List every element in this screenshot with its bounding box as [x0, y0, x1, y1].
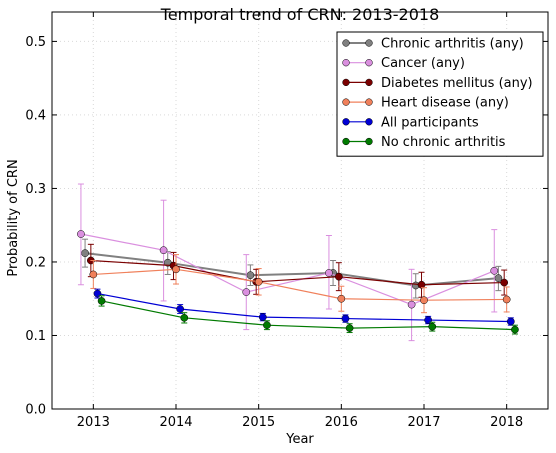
y-axis-label: Probability of CRN [6, 159, 21, 276]
data-point [335, 272, 343, 281]
data-point [502, 295, 511, 304]
data-point [500, 278, 509, 287]
series-line [93, 268, 507, 301]
legend-label: Chronic arthritis (any) [381, 37, 524, 52]
series-line [101, 300, 515, 331]
data-point [494, 274, 503, 282]
series-line [90, 259, 505, 286]
legend-marker [365, 98, 373, 106]
series-5 [97, 295, 519, 335]
series-line [80, 233, 495, 306]
legend-label: Diabetes mellitus (any) [381, 76, 533, 91]
legend: Chronic arthritis (any) Cancer (any) Diabe… [336, 31, 544, 157]
legend-item: Cancer (any) [342, 56, 465, 71]
data-point [89, 270, 98, 279]
y-tick-label: 0.2 [25, 255, 46, 270]
data-point [159, 246, 168, 255]
data-point [180, 313, 189, 322]
legend-marker [342, 59, 350, 67]
legend-box [336, 31, 544, 157]
legend-label: All participants [381, 115, 479, 130]
data-point [506, 317, 515, 326]
legend-marker [342, 118, 350, 126]
y-tick-label: 0.1 [25, 329, 46, 344]
legend-item: Diabetes mellitus (any) [342, 76, 533, 91]
x-tick-label: 2016 [325, 415, 358, 430]
data-point [81, 249, 89, 257]
data-point [172, 265, 180, 274]
data-point [337, 294, 346, 303]
series-layer [77, 183, 519, 342]
series-line [84, 252, 499, 287]
data-point [246, 271, 255, 280]
legend-marker [365, 78, 373, 87]
series-4 [93, 288, 515, 326]
legend-marker [342, 78, 350, 87]
data-point [407, 300, 416, 309]
x-tick-label: 2014 [159, 415, 192, 430]
axis-ticks: 2013 2014 2015 2016 2017 2018 0.0 0.1 0.2 0.3 0.4 0… [25, 12, 548, 430]
data-point [254, 277, 263, 286]
x-tick-label: 2013 [77, 415, 110, 430]
y-tick-label: 0.3 [25, 182, 46, 197]
y-tick-label: 0.0 [25, 403, 46, 418]
y-tick-label: 0.5 [25, 35, 46, 50]
data-point [345, 324, 354, 332]
legend-marker [342, 39, 350, 47]
legend-marker [342, 98, 350, 106]
legend-marker [342, 137, 350, 146]
data-point [176, 305, 184, 313]
x-tick-label: 2015 [242, 415, 275, 430]
data-point [258, 313, 267, 321]
data-point [341, 314, 350, 323]
legend-item: No chronic arthritis [342, 135, 506, 150]
data-point [263, 321, 271, 330]
legend-marker [365, 59, 373, 67]
legend-label: No chronic arthritis [381, 135, 506, 150]
chart-title: Temporal trend of CRN: 2013-2018 [160, 5, 440, 24]
data-point [511, 325, 519, 334]
legend-item: All participants [342, 115, 479, 130]
data-point [420, 296, 428, 305]
legend-label: Heart disease (any) [381, 96, 509, 111]
legend-marker [365, 137, 373, 146]
legend-label: Cancer (any) [381, 56, 465, 71]
legend-marker [365, 39, 373, 47]
series-3 [89, 254, 511, 314]
data-point [97, 297, 106, 305]
x-axis-label: Year [285, 432, 314, 447]
data-point [77, 230, 85, 238]
x-tick-label: 2017 [407, 415, 440, 430]
plot-frame [51, 11, 549, 410]
series-line [97, 292, 511, 323]
data-point [325, 269, 333, 277]
data-point [490, 266, 499, 275]
legend-item: Heart disease (any) [342, 96, 509, 111]
data-point [428, 322, 437, 331]
legend-item: Chronic arthritis (any) [342, 37, 524, 52]
legend-marker [365, 118, 373, 126]
y-tick-label: 0.4 [25, 108, 46, 123]
x-tick-label: 2018 [490, 415, 523, 430]
data-point [417, 280, 426, 289]
data-point [242, 288, 251, 296]
